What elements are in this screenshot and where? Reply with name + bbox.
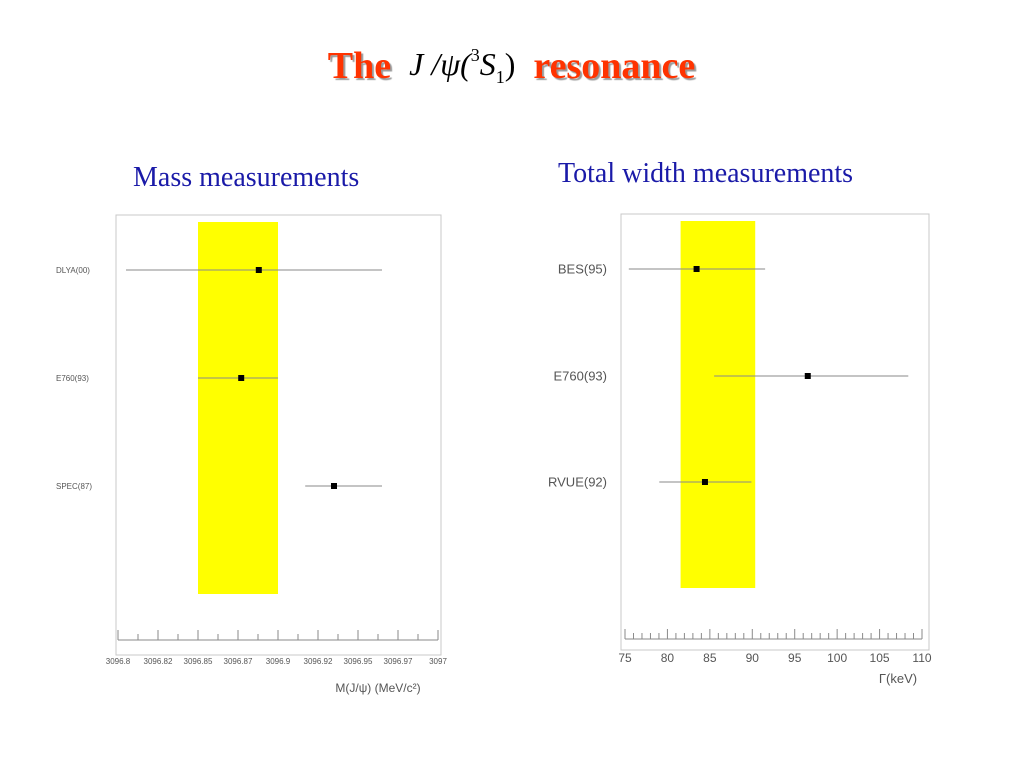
row-label-spec-87: SPEC(87)	[56, 482, 92, 491]
x-tick-label: 90	[746, 651, 760, 665]
width-chart-heading: Total width measurements	[558, 158, 854, 189]
mass-chart-heading: Mass measurements	[133, 162, 360, 193]
x-tick-label: 3096.97	[384, 657, 413, 666]
x-tick-label: 3097	[429, 657, 447, 666]
row-label-rvue-92: RVUE(92)	[548, 475, 607, 490]
chart-mass-measurements: 3096.8 3096.82 3096.85 3096.87 3096.9 3096.92…	[56, 214, 447, 695]
data-point-rvue-92	[701, 479, 708, 485]
x-tick-label: 105	[870, 651, 890, 665]
slide-title: The J /ψ(3S1) resonance	[0, 44, 1023, 104]
row-label-e760-93: E760(93)	[56, 374, 89, 383]
x-tick-label: 3096.82	[144, 657, 173, 666]
data-point-e760-93	[238, 375, 245, 381]
chart-total-width-measurements: 75 80 85 90 95 100 105 110 Γ(keV) BES(95) E760(93)…	[548, 213, 932, 686]
x-tick-label: 3096.9	[266, 657, 291, 666]
x-tick-label: 3096.92	[304, 657, 333, 666]
data-point-bes-95	[693, 266, 700, 272]
x-tick-label: 3096.87	[224, 657, 253, 666]
formula-close: )	[504, 45, 516, 82]
data-point-dlya-00	[255, 267, 262, 273]
x-tick-label: 95	[788, 651, 802, 665]
title-suffix: resonance	[533, 45, 696, 87]
data-point-e760-93	[804, 373, 811, 379]
formula-subscript: 1	[495, 66, 505, 87]
x-tick-label: 3096.95	[344, 657, 373, 666]
title-formula: J /ψ(3S1)	[409, 45, 515, 88]
data-point-spec-87	[331, 483, 337, 489]
average-band	[680, 221, 756, 588]
row-label-bes-95: BES(95)	[558, 262, 607, 277]
chart-frame	[115, 214, 442, 656]
x-axis-title: M(J/ψ) (MeV/c²)	[335, 681, 420, 695]
formula-main: J /ψ(	[409, 45, 471, 82]
row-label-dlya-00: DLYA(00)	[56, 266, 90, 275]
x-tick-label: 3096.8	[106, 657, 131, 666]
chart-frame	[620, 213, 930, 651]
formula-superscript: 3	[470, 44, 480, 65]
average-band	[198, 222, 278, 594]
x-axis-title: Γ(keV)	[879, 671, 917, 686]
x-tick-label: 85	[703, 651, 717, 665]
x-tick-label: 110	[912, 651, 931, 665]
x-tick-label: 75	[618, 651, 632, 665]
formula-letter: S	[479, 45, 496, 82]
x-tick-label: 80	[661, 651, 675, 665]
x-tick-label: 100	[827, 651, 847, 665]
title-prefix: The	[327, 45, 392, 87]
x-tick-label: 3096.85	[184, 657, 213, 666]
row-label-e760-93: E760(93)	[554, 369, 607, 384]
